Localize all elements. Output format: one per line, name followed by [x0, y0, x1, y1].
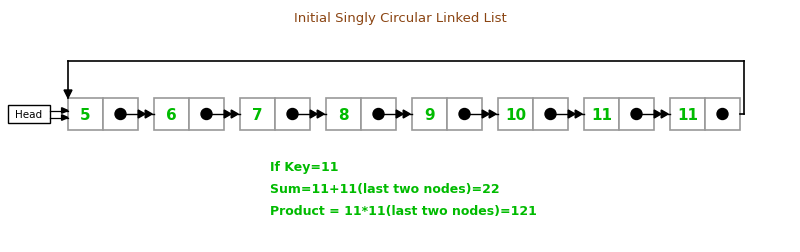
Text: Initial Singly Circular Linked List: Initial Singly Circular Linked List [294, 11, 506, 24]
Polygon shape [568, 111, 575, 118]
Polygon shape [310, 111, 317, 118]
Polygon shape [317, 111, 324, 118]
Polygon shape [64, 91, 72, 99]
Polygon shape [146, 111, 152, 118]
Bar [533, 99, 568, 131]
Bar [189, 99, 224, 131]
Polygon shape [138, 111, 146, 118]
Polygon shape [231, 111, 238, 118]
Text: 5: 5 [80, 107, 91, 122]
Bar [103, 99, 138, 131]
Polygon shape [662, 111, 668, 118]
Polygon shape [62, 115, 68, 121]
Circle shape [115, 109, 126, 120]
Circle shape [201, 109, 212, 120]
Bar [154, 99, 189, 131]
Bar [584, 99, 619, 131]
Circle shape [631, 109, 642, 120]
Polygon shape [403, 111, 410, 118]
Polygon shape [575, 111, 582, 118]
Bar [498, 99, 533, 131]
Bar [447, 99, 482, 131]
Text: Head: Head [15, 110, 42, 119]
Text: 11: 11 [591, 107, 612, 122]
Bar [670, 99, 705, 131]
Text: 6: 6 [166, 107, 177, 122]
Bar [412, 99, 447, 131]
Bar [68, 99, 103, 131]
Polygon shape [482, 111, 490, 118]
Bar [705, 99, 740, 131]
Bar [619, 99, 654, 131]
Polygon shape [224, 111, 231, 118]
Bar [8, 106, 50, 123]
Polygon shape [490, 111, 496, 118]
Circle shape [287, 109, 298, 120]
Polygon shape [396, 111, 403, 118]
Text: 11: 11 [677, 107, 698, 122]
Circle shape [545, 109, 556, 120]
Bar [240, 99, 275, 131]
Text: Sum=11+11(last two nodes)=22: Sum=11+11(last two nodes)=22 [270, 183, 500, 196]
Bar [275, 99, 310, 131]
Bar [326, 99, 361, 131]
Text: 8: 8 [338, 107, 349, 122]
Text: 7: 7 [252, 107, 263, 122]
Text: If Key=11: If Key=11 [270, 161, 338, 174]
Bar [361, 99, 396, 131]
Text: Product = 11*11(last two nodes)=121: Product = 11*11(last two nodes)=121 [270, 205, 537, 218]
Text: 10: 10 [505, 107, 526, 122]
Circle shape [373, 109, 384, 120]
Circle shape [459, 109, 470, 120]
Text: 9: 9 [424, 107, 435, 122]
Circle shape [717, 109, 728, 120]
Polygon shape [62, 108, 68, 114]
Polygon shape [654, 111, 662, 118]
